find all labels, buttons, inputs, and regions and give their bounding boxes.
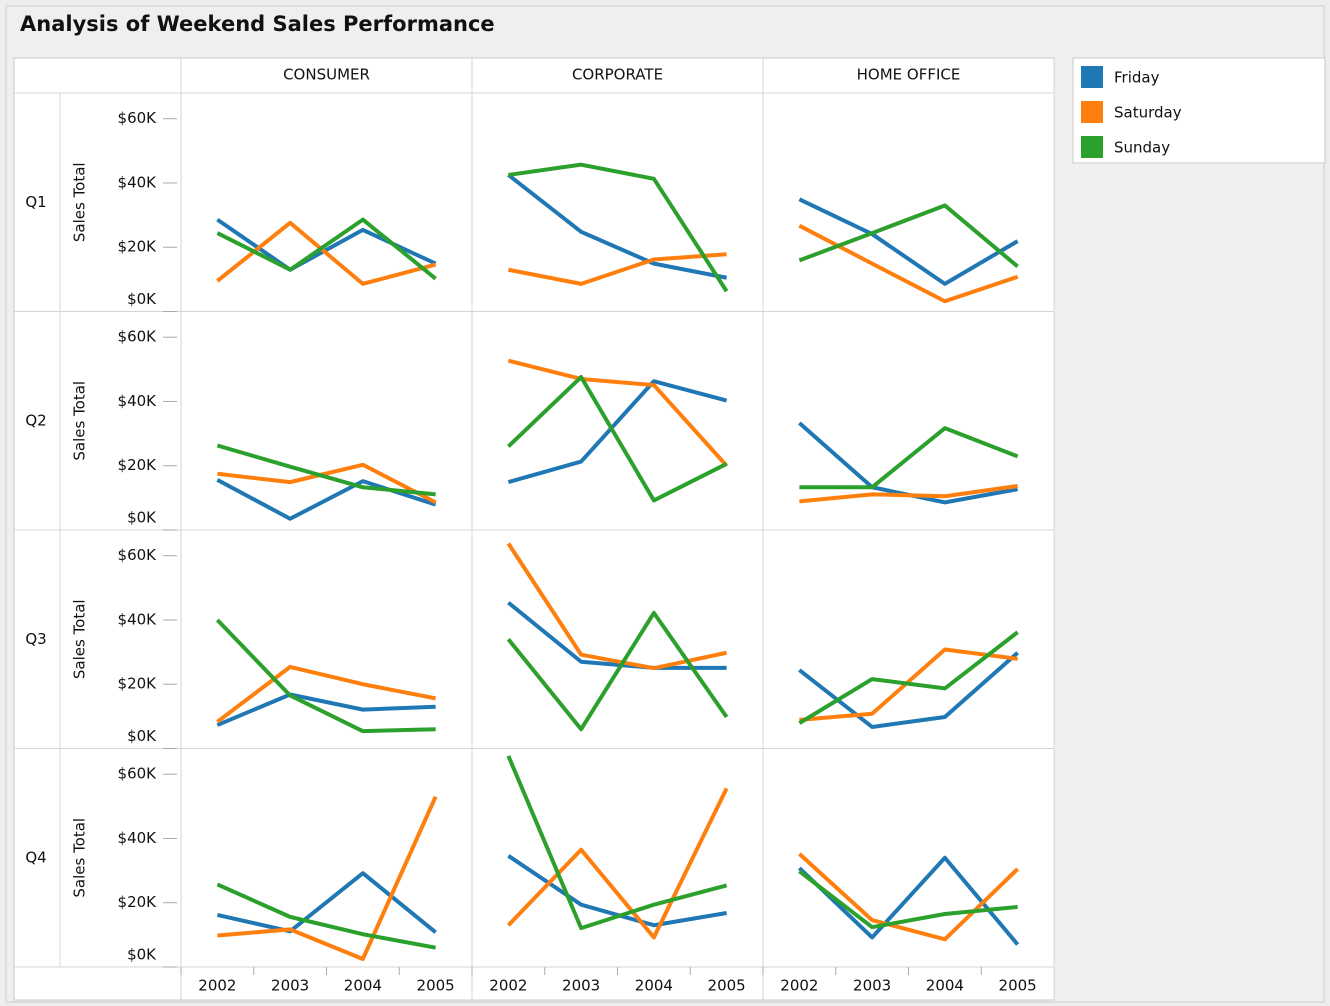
column-header: CORPORATE	[572, 66, 663, 84]
y-tick-label: $20K	[118, 456, 158, 474]
legend-label: Friday	[1114, 69, 1160, 87]
y-tick-label: $0K	[127, 290, 157, 308]
line-series	[506, 375, 728, 503]
chart-title: Analysis of Weekend Sales Performance	[20, 12, 495, 36]
y-tick-label: $0K	[127, 727, 157, 745]
x-tick-label: 2004	[926, 977, 964, 995]
y-tick-label: $20K	[118, 893, 158, 911]
y-axis-label: Sales Total	[71, 162, 89, 242]
x-tick-label: 2002	[489, 977, 527, 995]
line-series	[216, 443, 436, 497]
line-series	[799, 426, 1019, 490]
line-series	[506, 542, 728, 671]
y-tick-label: $60K	[118, 109, 158, 127]
row-label: Q2	[25, 411, 46, 429]
line-series	[507, 252, 727, 286]
y-tick-label: $60K	[118, 765, 158, 783]
legend-label: Sunday	[1114, 139, 1170, 157]
line-series	[216, 882, 436, 950]
line-series	[506, 787, 729, 940]
legend-swatch	[1081, 66, 1103, 88]
line-series	[798, 203, 1019, 269]
y-tick-label: $20K	[118, 238, 158, 256]
line-series	[798, 852, 1020, 942]
line-series	[508, 162, 729, 293]
line-series	[507, 379, 728, 485]
legend-swatch	[1081, 136, 1103, 158]
y-tick-label: $40K	[118, 392, 158, 410]
x-tick-label: 2003	[853, 977, 891, 995]
line-series	[798, 197, 1019, 286]
y-tick-label: $20K	[118, 675, 158, 693]
y-tick-label: $40K	[118, 829, 158, 847]
y-tick-label: $0K	[127, 946, 157, 964]
x-tick-label: 2002	[780, 977, 818, 995]
plot-area	[13, 57, 1055, 1001]
line-series	[216, 478, 437, 521]
line-series	[506, 610, 729, 732]
x-tick-label: 2003	[271, 977, 309, 995]
y-axis-label: Sales Total	[71, 381, 89, 461]
column-header: HOME OFFICE	[857, 66, 961, 84]
column-header: CONSUMER	[283, 66, 370, 84]
line-series	[217, 462, 437, 505]
row-label: Q1	[25, 193, 46, 211]
line-series	[507, 173, 728, 280]
y-tick-label: $40K	[118, 610, 158, 628]
line-series	[217, 795, 438, 961]
line-series	[215, 618, 436, 734]
legend	[1072, 57, 1326, 164]
row-label: Q3	[25, 630, 46, 648]
legend-label: Saturday	[1114, 104, 1182, 122]
x-tick-label: 2002	[198, 977, 236, 995]
line-series	[798, 869, 1018, 930]
row-label: Q4	[25, 848, 46, 866]
y-tick-label: $60K	[118, 546, 158, 564]
line-series	[216, 871, 437, 934]
line-series	[799, 647, 1018, 722]
x-tick-label: 2005	[708, 977, 746, 995]
y-axis-label: Sales Total	[71, 599, 89, 679]
x-tick-label: 2004	[635, 977, 673, 995]
line-series	[798, 651, 1019, 729]
legend-swatch	[1081, 101, 1103, 123]
line-series	[797, 855, 1020, 946]
line-series	[216, 217, 437, 281]
y-tick-label: $40K	[118, 173, 158, 191]
line-series	[798, 630, 1019, 725]
line-series	[506, 755, 728, 931]
x-tick-label: 2004	[344, 977, 382, 995]
y-tick-label: $60K	[118, 328, 158, 346]
x-tick-label: 2003	[562, 977, 600, 995]
line-series	[507, 358, 729, 468]
line-series	[216, 692, 436, 727]
x-tick-label: 2005	[999, 977, 1037, 995]
y-axis-label: Sales Total	[71, 818, 89, 898]
x-tick-label: 2005	[417, 977, 455, 995]
line-series	[216, 664, 437, 724]
line-series	[799, 483, 1018, 504]
y-tick-label: $0K	[127, 509, 157, 527]
